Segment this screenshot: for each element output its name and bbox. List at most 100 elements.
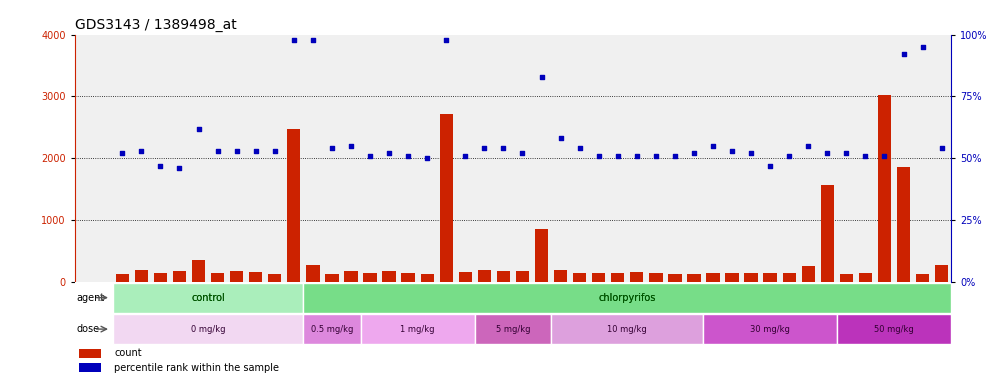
Point: [248, 148, 264, 154]
Bar: [304, 283, 951, 313]
Bar: [840, 274, 853, 282]
Bar: [475, 314, 551, 344]
Point: [229, 148, 245, 154]
Bar: [935, 265, 948, 282]
Point: [267, 148, 283, 154]
Bar: [364, 273, 376, 282]
Bar: [725, 273, 739, 282]
Point: [839, 150, 855, 156]
Bar: [268, 274, 282, 282]
Bar: [439, 114, 453, 282]
Text: 10 mg/kg: 10 mg/kg: [608, 324, 647, 334]
Bar: [134, 270, 148, 282]
Bar: [783, 273, 796, 282]
Bar: [668, 274, 681, 282]
Point: [209, 148, 225, 154]
Point: [858, 153, 873, 159]
Bar: [401, 273, 414, 282]
Bar: [896, 167, 910, 282]
Point: [801, 143, 817, 149]
Bar: [230, 271, 243, 282]
Text: 50 mg/kg: 50 mg/kg: [874, 324, 914, 334]
Point: [363, 153, 378, 159]
Text: control: control: [191, 293, 225, 303]
Text: 30 mg/kg: 30 mg/kg: [750, 324, 790, 334]
Bar: [116, 275, 129, 282]
Point: [476, 145, 492, 151]
Point: [324, 145, 340, 151]
Bar: [326, 275, 339, 282]
Bar: [551, 314, 703, 344]
Bar: [79, 349, 101, 358]
Bar: [916, 274, 929, 282]
Bar: [703, 314, 837, 344]
Bar: [649, 273, 662, 282]
Bar: [573, 273, 587, 282]
Text: percentile rank within the sample: percentile rank within the sample: [115, 362, 279, 372]
Bar: [764, 273, 777, 282]
Point: [286, 36, 302, 43]
Point: [553, 136, 569, 142]
Bar: [687, 274, 700, 282]
Point: [171, 165, 187, 171]
Bar: [877, 95, 891, 282]
Text: agent: agent: [77, 293, 105, 303]
Point: [591, 153, 607, 159]
Bar: [802, 266, 815, 282]
Bar: [744, 273, 758, 282]
Bar: [837, 314, 951, 344]
Text: 0 mg/kg: 0 mg/kg: [191, 324, 225, 334]
Bar: [592, 273, 606, 282]
Bar: [287, 129, 301, 282]
Bar: [612, 273, 624, 282]
Text: dose: dose: [77, 324, 100, 334]
Point: [933, 145, 949, 151]
Bar: [497, 271, 510, 282]
Point: [495, 145, 511, 151]
Point: [895, 51, 911, 58]
Point: [705, 143, 721, 149]
Point: [115, 150, 130, 156]
Point: [667, 153, 683, 159]
Point: [820, 150, 836, 156]
Bar: [249, 272, 262, 282]
Text: count: count: [115, 349, 141, 359]
Point: [628, 153, 644, 159]
Bar: [173, 271, 186, 282]
Point: [743, 150, 759, 156]
Text: chlorpyrifos: chlorpyrifos: [599, 293, 656, 303]
Bar: [304, 314, 361, 344]
Point: [133, 148, 149, 154]
Point: [152, 162, 168, 169]
Point: [724, 148, 740, 154]
Text: 5 mg/kg: 5 mg/kg: [496, 324, 530, 334]
Bar: [113, 283, 304, 313]
Point: [686, 150, 702, 156]
Bar: [382, 271, 395, 282]
Bar: [113, 283, 304, 313]
Bar: [361, 314, 475, 344]
Point: [610, 153, 625, 159]
Text: control: control: [191, 293, 225, 303]
Point: [781, 153, 797, 159]
Bar: [458, 272, 472, 282]
Point: [419, 155, 435, 161]
Point: [534, 73, 550, 79]
Bar: [821, 185, 834, 282]
Bar: [153, 273, 167, 282]
Bar: [345, 271, 358, 282]
Bar: [630, 272, 643, 282]
Bar: [420, 275, 434, 282]
Point: [457, 153, 473, 159]
Text: GDS3143 / 1389498_at: GDS3143 / 1389498_at: [75, 18, 236, 32]
Point: [515, 150, 531, 156]
Point: [305, 36, 321, 43]
Point: [876, 153, 892, 159]
Bar: [535, 229, 548, 282]
Bar: [516, 271, 529, 282]
Bar: [554, 270, 568, 282]
Point: [343, 143, 359, 149]
Bar: [79, 363, 101, 372]
Bar: [859, 273, 872, 282]
Point: [381, 150, 397, 156]
